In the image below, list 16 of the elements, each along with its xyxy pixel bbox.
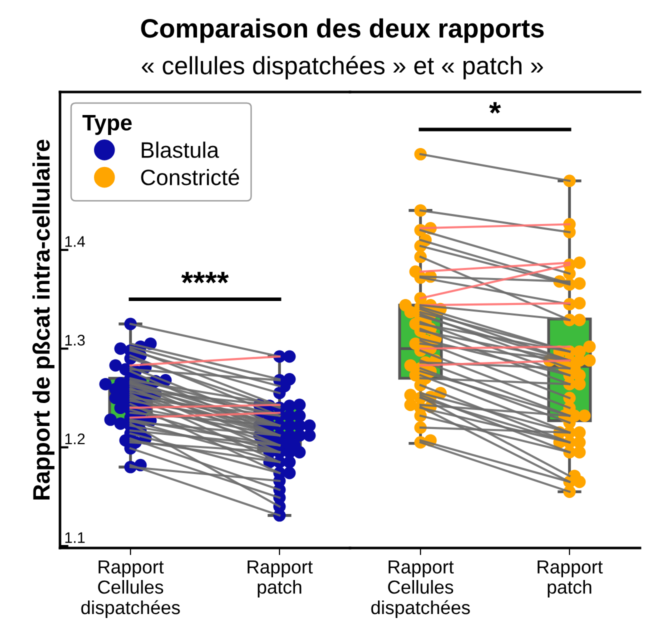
y-tick-label: 1.1 <box>65 532 85 543</box>
chart-subtitle: « cellules dispatchées » et « patch » <box>142 56 543 80</box>
x-tick-label: Rapport Cellules dispatchées <box>371 560 470 618</box>
legend-title: Type <box>82 115 132 135</box>
annotation: * <box>489 102 501 114</box>
annotation: **** <box>181 272 229 284</box>
x-tick-label: Rapport patch <box>248 560 313 598</box>
x-tick-label: Rapport patch <box>538 560 603 598</box>
y-tick-label: 1.3 <box>65 334 85 346</box>
chart-title: Comparaison des deux rapports <box>141 18 544 43</box>
legend-label: Blastula <box>142 142 220 158</box>
legend-label: Constricté <box>141 168 240 186</box>
y-tick-label: 1.4 <box>65 236 85 247</box>
y-axis-title: Rapport de pßcat intra-cellulaire <box>32 140 54 500</box>
y-tick-label: 1.2 <box>65 433 85 444</box>
x-tick-label: Rapport Cellules dispatchées <box>81 560 180 618</box>
